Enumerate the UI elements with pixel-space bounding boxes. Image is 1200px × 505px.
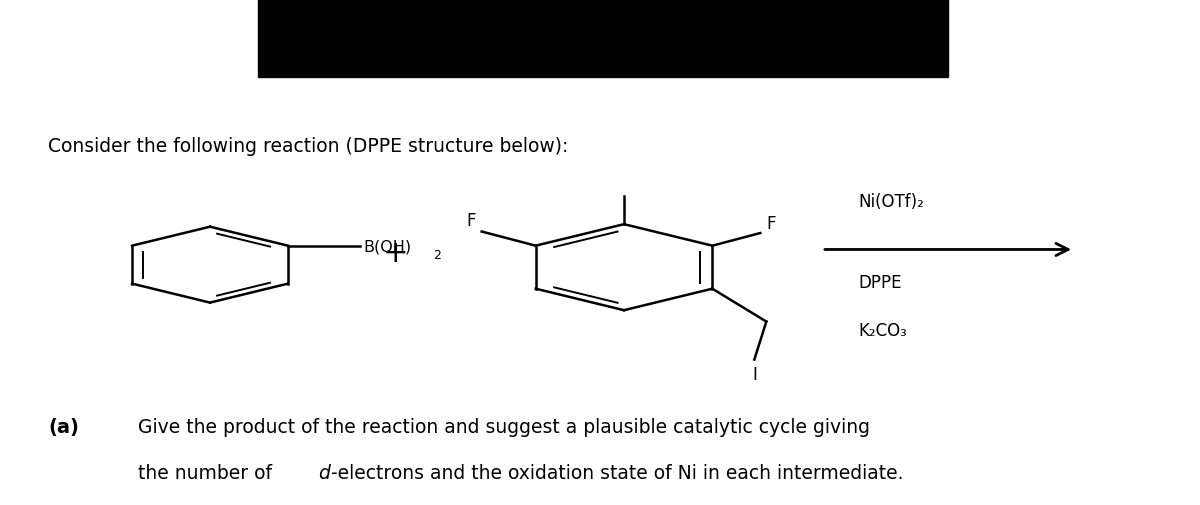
Text: K₂CO₃: K₂CO₃ [858, 322, 907, 340]
Text: -electrons and the oxidation state of Ni in each intermediate.: -electrons and the oxidation state of Ni… [331, 463, 904, 482]
Text: B(OH): B(OH) [364, 239, 412, 254]
Text: 2: 2 [433, 249, 442, 262]
Text: +: + [383, 238, 409, 267]
Text: F: F [767, 214, 776, 232]
Text: DPPE: DPPE [858, 274, 901, 292]
Text: Consider the following reaction (DPPE structure below):: Consider the following reaction (DPPE st… [48, 136, 569, 156]
Text: d: d [319, 463, 330, 482]
FancyBboxPatch shape [258, 0, 948, 78]
Text: I: I [752, 365, 757, 383]
Text: (a): (a) [48, 417, 79, 436]
Text: Ni(OTf)₂: Ni(OTf)₂ [858, 193, 924, 211]
Text: Give the product of the reaction and suggest a plausible catalytic cycle giving: Give the product of the reaction and sug… [138, 417, 870, 436]
Text: the number of: the number of [138, 463, 278, 482]
Text: F: F [466, 212, 475, 230]
